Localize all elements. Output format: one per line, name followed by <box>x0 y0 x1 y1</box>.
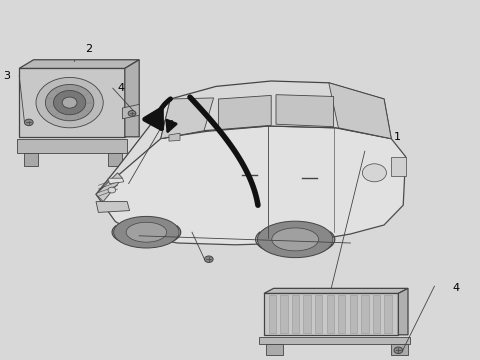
Polygon shape <box>218 95 271 130</box>
Circle shape <box>394 347 403 354</box>
Polygon shape <box>96 202 130 212</box>
Text: 3: 3 <box>163 229 170 239</box>
Text: 3: 3 <box>3 71 11 81</box>
Polygon shape <box>373 295 380 333</box>
Polygon shape <box>398 288 408 335</box>
Polygon shape <box>161 98 214 139</box>
Polygon shape <box>292 295 299 333</box>
Polygon shape <box>391 157 406 176</box>
Polygon shape <box>269 295 276 333</box>
Polygon shape <box>259 337 410 344</box>
Polygon shape <box>280 295 288 333</box>
Polygon shape <box>19 60 139 68</box>
Polygon shape <box>169 133 180 141</box>
Ellipse shape <box>114 216 179 248</box>
Circle shape <box>362 164 386 182</box>
Text: 4: 4 <box>453 283 460 293</box>
Circle shape <box>46 85 94 121</box>
Ellipse shape <box>272 228 319 251</box>
Polygon shape <box>125 60 139 137</box>
Polygon shape <box>17 139 127 153</box>
Circle shape <box>36 77 103 128</box>
Polygon shape <box>264 293 398 335</box>
Polygon shape <box>96 126 406 245</box>
Text: 2: 2 <box>85 44 92 54</box>
Circle shape <box>62 97 77 108</box>
Polygon shape <box>329 83 391 139</box>
Polygon shape <box>338 295 346 333</box>
Polygon shape <box>303 295 311 333</box>
Polygon shape <box>350 295 357 333</box>
Polygon shape <box>161 81 391 139</box>
Circle shape <box>53 90 86 115</box>
Polygon shape <box>315 295 322 333</box>
Circle shape <box>204 256 213 262</box>
FancyArrowPatch shape <box>144 99 170 129</box>
Circle shape <box>24 119 33 126</box>
Polygon shape <box>19 68 125 137</box>
Polygon shape <box>122 104 139 119</box>
Polygon shape <box>276 95 334 127</box>
Polygon shape <box>96 99 170 194</box>
Polygon shape <box>24 153 38 166</box>
Polygon shape <box>391 344 408 355</box>
Circle shape <box>128 111 136 116</box>
Text: 4: 4 <box>118 83 125 93</box>
Text: 1: 1 <box>394 132 401 142</box>
Polygon shape <box>96 173 122 202</box>
Circle shape <box>108 187 116 193</box>
Ellipse shape <box>126 222 167 242</box>
Polygon shape <box>266 344 283 355</box>
Polygon shape <box>361 295 369 333</box>
Polygon shape <box>264 288 408 293</box>
Polygon shape <box>108 178 124 184</box>
Polygon shape <box>326 295 334 333</box>
Polygon shape <box>108 153 122 166</box>
Ellipse shape <box>257 221 333 258</box>
Polygon shape <box>384 295 392 333</box>
